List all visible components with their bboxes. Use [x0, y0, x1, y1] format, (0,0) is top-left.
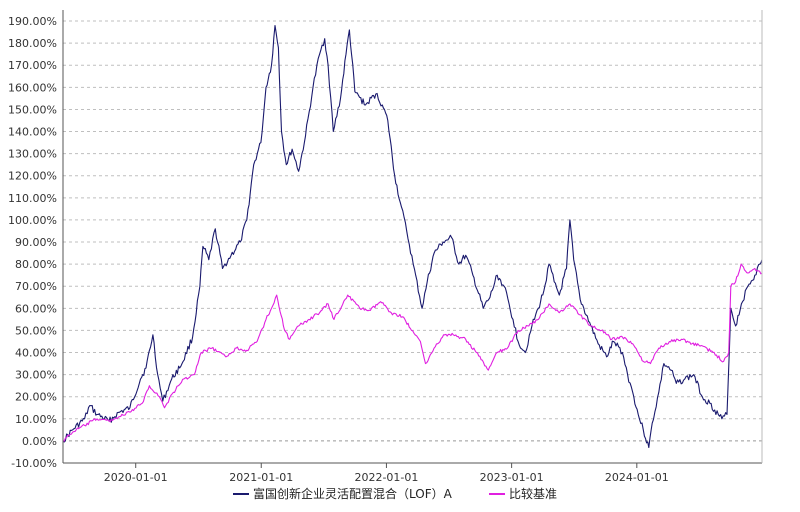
- y-tick-label: -10.00%: [11, 457, 57, 470]
- y-tick-label: 180.00%: [8, 37, 57, 50]
- legend: 富国创新企业灵活配置混合（LOF）A 比较基准: [233, 486, 557, 501]
- y-tick-label: 190.00%: [8, 15, 57, 28]
- y-tick-label: 50.00%: [15, 324, 57, 337]
- x-tick-label: 2020-01-01: [104, 471, 168, 484]
- y-tick-label: 150.00%: [8, 103, 57, 116]
- y-tick-label: 100.00%: [8, 214, 57, 227]
- legend-label-benchmark: 比较基准: [509, 486, 557, 501]
- x-tick-label: 2024-01-01: [605, 471, 669, 484]
- series-line-fund: [62, 24, 763, 449]
- series-lines: [62, 24, 763, 449]
- y-tick-label: 0.00%: [22, 435, 57, 448]
- x-tick-label: 2021-01-01: [229, 471, 293, 484]
- series-line-benchmark: [62, 263, 763, 442]
- y-tick-label: 30.00%: [15, 369, 57, 382]
- legend-label-fund: 富国创新企业灵活配置混合（LOF）A: [253, 486, 453, 501]
- y-tick-label: 70.00%: [15, 280, 57, 293]
- y-tick-label: 170.00%: [8, 59, 57, 72]
- x-tick-label: 2022-01-01: [354, 471, 418, 484]
- y-tick-label: 130.00%: [8, 148, 57, 161]
- axes: -10.00% 0.00% 10.00% 20.00% 30.00% 40.00% 50.0…: [8, 10, 763, 484]
- y-tick-label: 80.00%: [15, 258, 57, 271]
- y-tick-label: 120.00%: [8, 170, 57, 183]
- gridlines: [63, 20, 762, 464]
- y-tick-label: 10.00%: [15, 413, 57, 426]
- y-tick-label: 160.00%: [8, 81, 57, 94]
- y-tick-label: 40.00%: [15, 347, 57, 360]
- y-tick-label: 20.00%: [15, 391, 57, 404]
- y-tick-label: 90.00%: [15, 236, 57, 249]
- y-tick-label: 60.00%: [15, 302, 57, 315]
- y-tick-label: 110.00%: [8, 192, 57, 205]
- y-tick-label: 140.00%: [8, 126, 57, 139]
- x-tick-label: 2023-01-01: [480, 471, 544, 484]
